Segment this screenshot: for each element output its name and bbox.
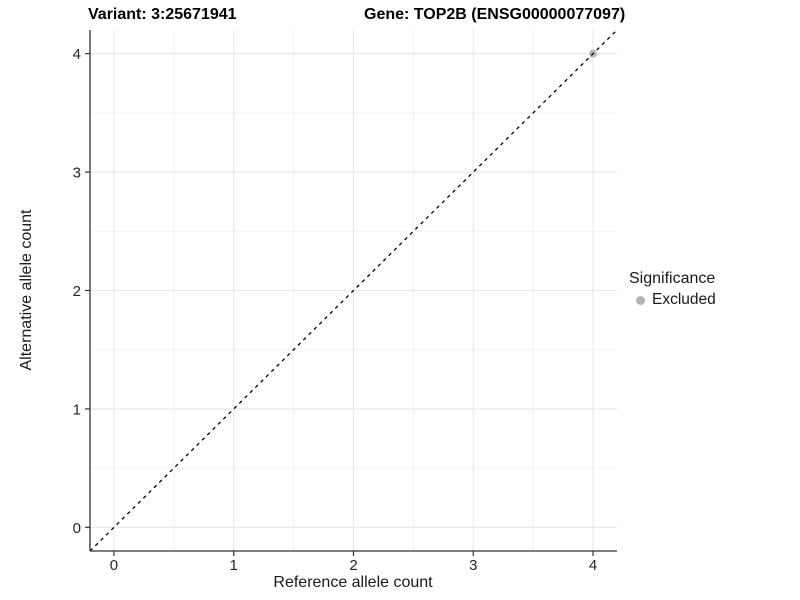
y-tick-label: 0: [73, 520, 81, 537]
y-tick-label: 2: [73, 283, 81, 300]
x-tick-label: 3: [469, 557, 477, 574]
y-tick-label: 4: [73, 46, 81, 63]
y-axis-title: Alternative allele count: [18, 209, 35, 371]
legend: Significance Excluded: [629, 270, 716, 309]
x-tick-label: 2: [349, 557, 357, 574]
x-tick-label: 1: [230, 557, 238, 574]
x-tick-label: 4: [589, 557, 597, 574]
identity-line: [89, 29, 618, 552]
y-tick-label: 3: [73, 165, 81, 182]
y-tick-label: 1: [73, 401, 81, 418]
legend-marker-circle-icon: [636, 295, 645, 305]
legend-items: Excluded: [629, 291, 716, 309]
gene-title: Gene: TOP2B (ENSG00000077097): [364, 6, 626, 23]
x-tick-label: 0: [110, 557, 118, 574]
x-axis-title: Reference allele count: [273, 574, 433, 591]
variant-title: Variant: 3:25671941: [88, 6, 237, 23]
legend-item: Excluded: [629, 291, 716, 309]
legend-title: Significance: [629, 270, 716, 287]
legend-item-label: Excluded: [652, 291, 716, 308]
